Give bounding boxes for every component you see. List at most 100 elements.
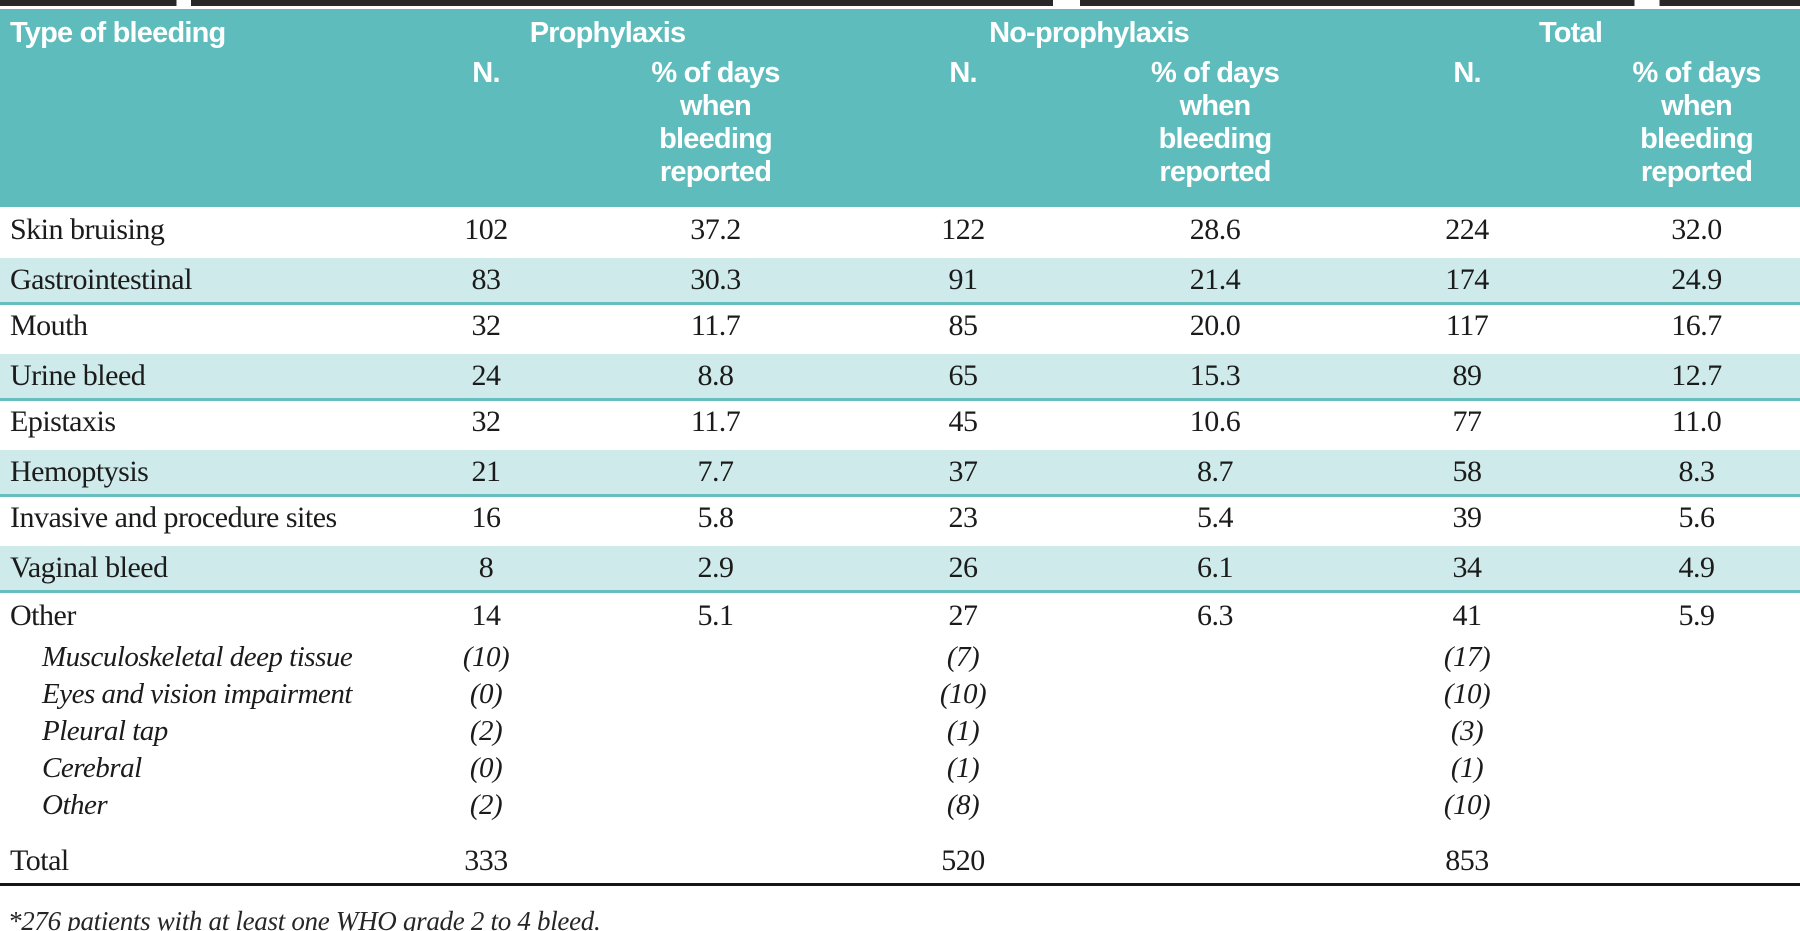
- cell-no-prophylaxis-n: (7): [946, 641, 980, 673]
- cell-no-prophylaxis-n: (8): [946, 789, 980, 821]
- cell-prophylaxis-n: 333: [464, 844, 508, 878]
- cell-prophylaxis-pct: 5.8: [697, 501, 735, 535]
- cell-empty: [594, 676, 837, 713]
- subheader-no-prophylaxis-pct-days: % of days when bleeding reported: [1089, 55, 1342, 207]
- cell-empty: [594, 713, 837, 750]
- table-row: Mouth 32 11.7 85 20.0 117 16.7: [0, 303, 1800, 351]
- cell-prophylaxis-n: (0): [469, 752, 503, 784]
- cell-empty: [1593, 639, 1800, 676]
- cell-no-prophylaxis-n: 85: [948, 309, 979, 343]
- table-header: Type of bleeding Prophylaxis No-prophyla…: [0, 9, 1800, 207]
- cell-empty: [1089, 713, 1341, 750]
- cell-total-pct: 5.9: [1678, 598, 1716, 632]
- row-label: Other: [10, 598, 76, 632]
- cell-prophylaxis-n: (2): [469, 789, 503, 821]
- cell-prophylaxis-n: 83: [378, 252, 594, 305]
- cell-empty: [594, 639, 837, 676]
- cell-total-pct: 24.9: [1593, 252, 1800, 305]
- cell-empty: [1089, 787, 1341, 824]
- cell-no-prophylaxis-pct: 8.7: [1089, 444, 1342, 497]
- cell-total-n: (3): [1450, 715, 1484, 747]
- cell-prophylaxis-n: 32: [471, 309, 502, 343]
- table-subrow: Eyes and vision impairment (0) (10) (10): [0, 676, 1800, 713]
- column-group-prophylaxis: Prophylaxis: [378, 9, 838, 55]
- column-group-no-prophylaxis: No-prophylaxis: [837, 9, 1342, 55]
- cell-total-pct: 16.7: [1671, 309, 1722, 343]
- spacer-row: [0, 824, 1800, 840]
- row-label: Gastrointestinal: [0, 252, 378, 305]
- cell-prophylaxis-pct: 8.8: [594, 348, 838, 401]
- cell-prophylaxis-pct: 11.7: [690, 309, 741, 343]
- row-label: Invasive and procedure sites: [10, 501, 337, 535]
- table-subrow: Musculoskeletal deep tissue (10) (7) (17…: [0, 639, 1800, 676]
- cell-total-n: 89: [1341, 348, 1594, 401]
- cell-total-n: 117: [1445, 309, 1489, 343]
- cell-prophylaxis-n: 21: [378, 444, 594, 497]
- cell-empty: [1593, 840, 1800, 884]
- cell-total-n: 77: [1452, 405, 1483, 439]
- cell-total-n: 224: [1445, 212, 1489, 246]
- cell-no-prophylaxis-n: (10): [939, 678, 987, 710]
- cell-total-n: (10): [1443, 678, 1491, 710]
- cell-no-prophylaxis-n: 37: [837, 444, 1090, 497]
- cell-prophylaxis-n: 8: [378, 540, 594, 593]
- cell-prophylaxis-n: 102: [464, 212, 508, 246]
- cell-prophylaxis-n: 32: [471, 405, 502, 439]
- column-group-total: Total: [1341, 9, 1800, 55]
- cell-prophylaxis-pct: 7.7: [594, 444, 838, 497]
- cell-prophylaxis-n: (2): [469, 715, 503, 747]
- cell-no-prophylaxis-n: (1): [946, 752, 980, 784]
- header-group-row: Type of bleeding Prophylaxis No-prophyla…: [0, 9, 1800, 207]
- scan-artifact-top: [0, 0, 1800, 6]
- subheader-total-pct-days: % of days when bleeding reported: [1593, 55, 1800, 207]
- table-row: Invasive and procedure sites 16 5.8 23 5…: [0, 495, 1800, 543]
- row-label: Urine bleed: [0, 348, 378, 401]
- column-header-type-of-bleeding: Type of bleeding: [0, 9, 378, 207]
- row-label: Vaginal bleed: [0, 540, 378, 593]
- cell-no-prophylaxis-pct: 10.6: [1189, 405, 1241, 439]
- cell-no-prophylaxis-n: (1): [946, 715, 980, 747]
- cell-no-prophylaxis-pct: 6.1: [1089, 540, 1342, 593]
- cell-total-pct: 5.6: [1678, 501, 1716, 535]
- cell-total-n: (17): [1443, 641, 1491, 673]
- table-row: Urine bleed 24 8.8 65 15.3 89 12.7: [0, 348, 1800, 401]
- cell-no-prophylaxis-pct: 5.4: [1197, 501, 1234, 535]
- bleeding-table: Type of bleeding Prophylaxis No-prophyla…: [0, 9, 1800, 886]
- cell-prophylaxis-pct: 2.9: [594, 540, 838, 593]
- table-row: Hemoptysis 21 7.7 37 8.7 58 8.3: [0, 444, 1800, 497]
- row-label: Mouth: [10, 309, 88, 343]
- subheader-total-n: N.: [1341, 55, 1594, 207]
- cell-empty: [1593, 787, 1800, 824]
- cell-prophylaxis-pct: 11.7: [690, 405, 741, 439]
- cell-prophylaxis-n: (0): [469, 678, 503, 710]
- cell-total-pct: 32.0: [1671, 212, 1722, 246]
- subrow-label: Cerebral: [42, 752, 142, 784]
- cell-prophylaxis-n: 16: [471, 501, 502, 535]
- cell-total-n: (1): [1450, 752, 1484, 784]
- table-subrow: Cerebral (0) (1) (1): [0, 750, 1800, 787]
- cell-empty: [1593, 713, 1800, 750]
- table-row: Skin bruising 102 37.2 122 28.6 224 32.0: [0, 207, 1800, 255]
- cell-empty: [0, 824, 1800, 840]
- cell-empty: [1089, 750, 1341, 787]
- subrow-label: Other: [42, 789, 108, 821]
- cell-total-pct: 12.7: [1593, 348, 1800, 401]
- cell-no-prophylaxis-n: 65: [837, 348, 1090, 401]
- cell-no-prophylaxis-pct: 15.3: [1089, 348, 1342, 401]
- table-row: Gastrointestinal 83 30.3 91 21.4 174 24.…: [0, 252, 1800, 305]
- cell-no-prophylaxis-pct: 6.3: [1197, 598, 1234, 632]
- header-sub-row: N. % of days when bleeding reported N. %…: [0, 55, 1800, 207]
- cell-no-prophylaxis-pct: 20.0: [1189, 309, 1241, 343]
- cell-total-n: 58: [1341, 444, 1594, 497]
- table-body: Skin bruising 102 37.2 122 28.6 224 32.0…: [0, 207, 1800, 884]
- cell-no-prophylaxis-n: 45: [948, 405, 979, 439]
- cell-empty: [594, 840, 837, 884]
- table-subrow: Pleural tap (2) (1) (3): [0, 713, 1800, 750]
- cell-no-prophylaxis-pct: 28.6: [1189, 212, 1241, 246]
- cell-no-prophylaxis-n: 27: [948, 598, 979, 632]
- cell-prophylaxis-n: 24: [378, 348, 594, 401]
- cell-total-n: 41: [1452, 598, 1483, 632]
- cell-no-prophylaxis-pct: 21.4: [1089, 252, 1342, 305]
- cell-prophylaxis-pct: 30.3: [594, 252, 838, 305]
